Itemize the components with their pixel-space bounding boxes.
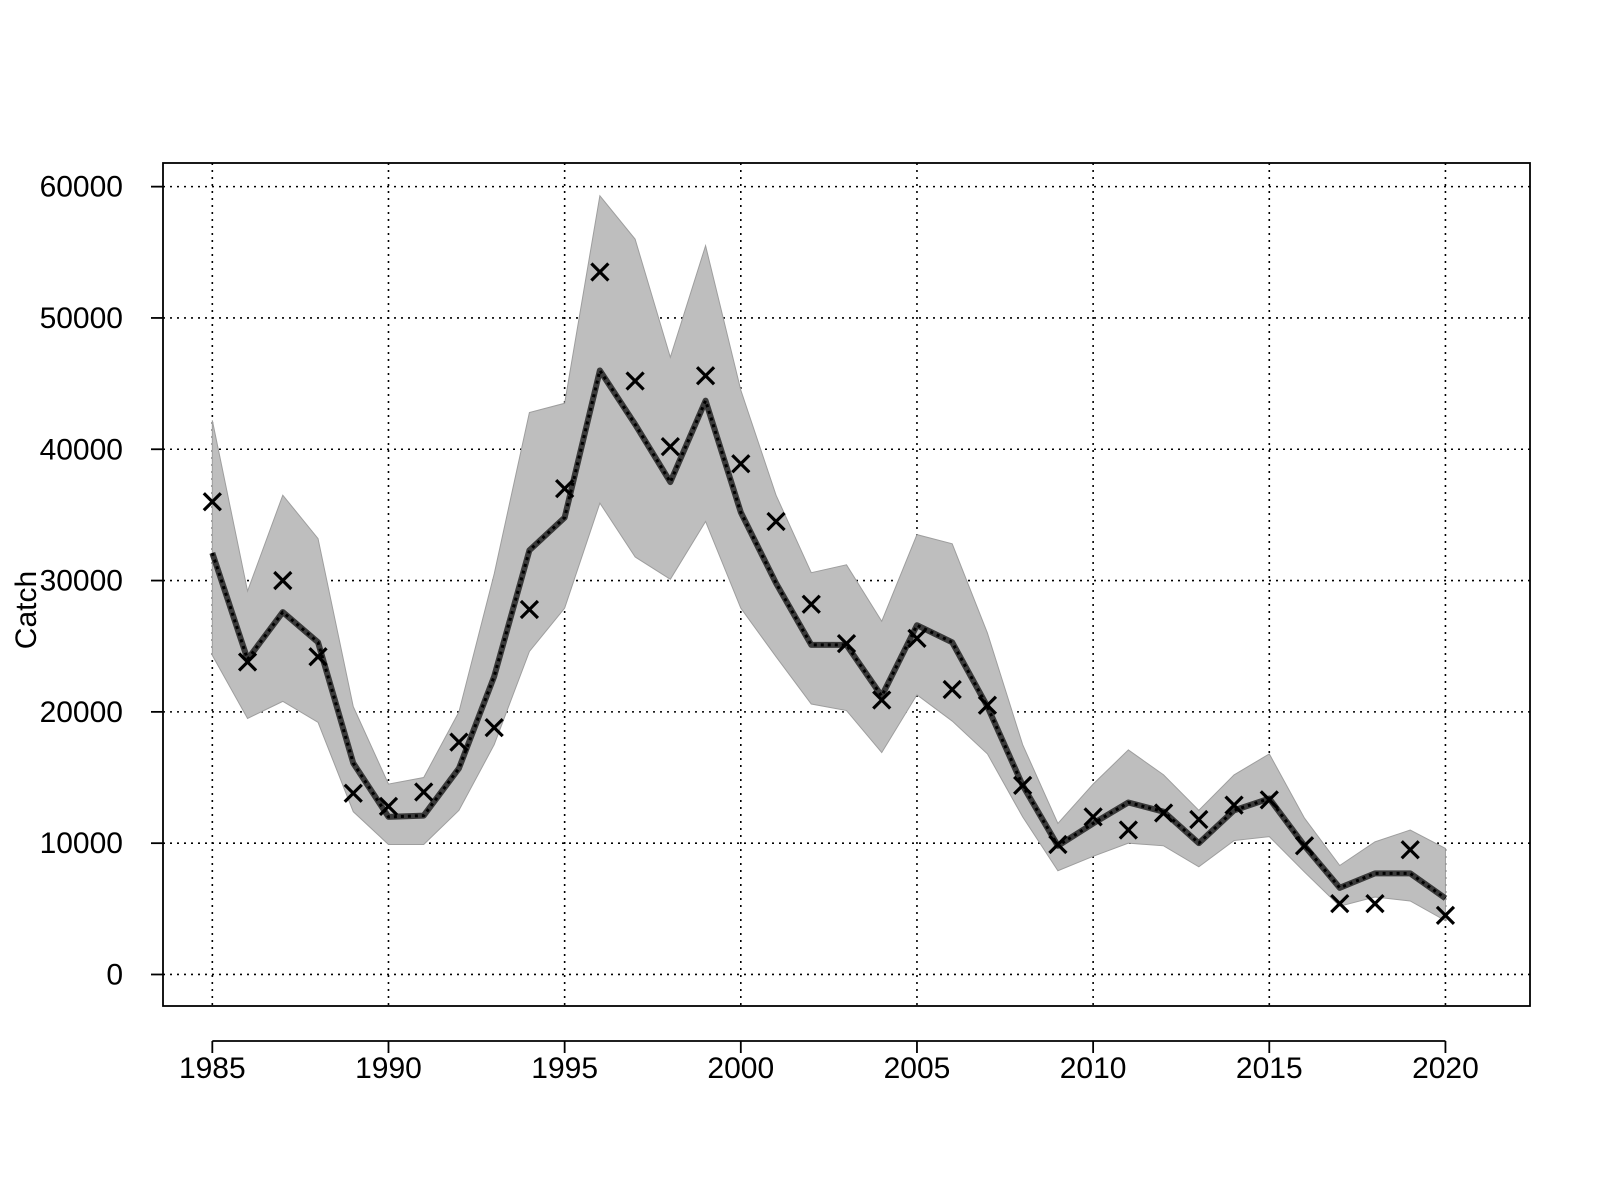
observed-point bbox=[202, 492, 222, 512]
observed-point-stroke bbox=[942, 679, 962, 700]
x-tick-label: 1995 bbox=[531, 1052, 598, 1085]
observed-point-stroke bbox=[1083, 807, 1103, 827]
observed-point-stroke bbox=[731, 454, 751, 474]
y-tick-label: 30000 bbox=[40, 565, 123, 598]
observed-point bbox=[519, 599, 540, 620]
observed-point bbox=[449, 732, 469, 752]
axes-layer: 1985 1990 1995 2000 2005 2010 2015 2020 0 10000 20… bbox=[40, 162, 1531, 1085]
observed-point-stroke bbox=[343, 783, 363, 803]
observed-point-stroke bbox=[1400, 840, 1420, 860]
observed-point-stroke bbox=[414, 782, 434, 802]
y-tick-label: 0 bbox=[106, 958, 123, 991]
observed-point bbox=[484, 717, 504, 738]
observed-point-stroke bbox=[1118, 820, 1138, 840]
y-tick-label: 20000 bbox=[40, 696, 123, 729]
observed-point-stroke bbox=[1189, 809, 1209, 830]
observed-point bbox=[1189, 809, 1209, 830]
observed-point-stroke bbox=[519, 599, 540, 620]
observed-markers-layer bbox=[202, 262, 1456, 926]
observed-point-stroke bbox=[1435, 905, 1456, 926]
x-tick-label: 1985 bbox=[179, 1052, 246, 1085]
observed-point bbox=[414, 782, 434, 802]
observed-point bbox=[555, 479, 575, 499]
observed-point-stroke bbox=[872, 690, 892, 710]
observed-point-stroke bbox=[625, 371, 645, 391]
observed-point bbox=[695, 366, 716, 386]
observed-point-stroke bbox=[801, 594, 821, 614]
observed-point bbox=[801, 594, 821, 614]
observed-point-stroke bbox=[555, 479, 575, 499]
y-tick-label: 60000 bbox=[40, 171, 123, 204]
observed-point bbox=[308, 647, 328, 667]
observed-point bbox=[836, 633, 857, 654]
observed-point-stroke bbox=[907, 628, 927, 648]
confidence-band-layer bbox=[211, 194, 1446, 922]
observed-point bbox=[378, 796, 399, 817]
fitted-line-layer bbox=[209, 367, 1448, 901]
observed-point-stroke bbox=[1294, 836, 1315, 856]
observed-point bbox=[590, 262, 610, 282]
observed-point-stroke bbox=[484, 717, 504, 738]
observed-point-stroke bbox=[836, 633, 857, 654]
observed-point bbox=[1435, 905, 1456, 926]
y-axis-title: Catch bbox=[10, 571, 43, 649]
observed-point bbox=[1365, 893, 1385, 914]
observed-point bbox=[872, 690, 892, 710]
observed-point bbox=[660, 436, 680, 457]
observed-point-stroke bbox=[590, 262, 610, 282]
observed-point-stroke bbox=[766, 511, 786, 532]
x-tick-label: 2020 bbox=[1412, 1052, 1479, 1085]
y-tick-label: 40000 bbox=[40, 433, 123, 466]
observed-point bbox=[1013, 775, 1033, 796]
observed-point bbox=[1118, 820, 1138, 840]
confidence-band bbox=[211, 194, 1446, 922]
observed-point-stroke bbox=[202, 492, 222, 512]
observed-point-stroke bbox=[695, 366, 716, 386]
observed-point bbox=[942, 679, 962, 700]
observed-point bbox=[1048, 834, 1068, 855]
observed-point bbox=[1294, 836, 1315, 856]
observed-point-stroke bbox=[1330, 893, 1350, 914]
observed-point bbox=[907, 628, 927, 648]
observed-point-stroke bbox=[273, 570, 293, 591]
observed-point bbox=[1400, 840, 1420, 860]
fitted-line-dots bbox=[210, 368, 1447, 900]
observed-point bbox=[625, 371, 645, 391]
observed-point bbox=[731, 454, 751, 474]
y-tick-label: 50000 bbox=[40, 302, 123, 335]
x-tick-label: 2015 bbox=[1236, 1052, 1303, 1085]
observed-point bbox=[1153, 803, 1174, 823]
observed-point-stroke bbox=[449, 732, 469, 752]
x-tick-label: 2010 bbox=[1060, 1052, 1127, 1085]
observed-point-stroke bbox=[1224, 795, 1244, 815]
observed-point-stroke bbox=[1259, 790, 1279, 810]
observed-point bbox=[977, 695, 998, 715]
observed-point-stroke bbox=[1365, 893, 1385, 914]
observed-point-stroke bbox=[1048, 834, 1068, 855]
observed-point bbox=[1259, 790, 1279, 810]
observed-point-stroke bbox=[1013, 775, 1033, 796]
x-tick-label: 2000 bbox=[707, 1052, 774, 1085]
observed-point-stroke bbox=[977, 695, 998, 715]
y-tick-label: 10000 bbox=[40, 827, 123, 860]
observed-point-stroke bbox=[1153, 803, 1174, 823]
observed-point-stroke bbox=[237, 652, 258, 672]
observed-point bbox=[273, 570, 293, 591]
observed-point bbox=[1083, 807, 1103, 827]
observed-point-stroke bbox=[660, 436, 680, 457]
observed-point bbox=[766, 511, 786, 532]
observed-point bbox=[237, 652, 258, 672]
x-tick-label: 2005 bbox=[884, 1052, 951, 1085]
observed-point-stroke bbox=[308, 647, 328, 667]
observed-point bbox=[343, 783, 363, 803]
observed-point bbox=[1330, 893, 1350, 914]
x-tick-label: 1990 bbox=[355, 1052, 422, 1085]
plot-frame bbox=[162, 162, 1531, 1007]
observed-point-stroke bbox=[378, 796, 399, 817]
observed-point bbox=[1224, 795, 1244, 815]
